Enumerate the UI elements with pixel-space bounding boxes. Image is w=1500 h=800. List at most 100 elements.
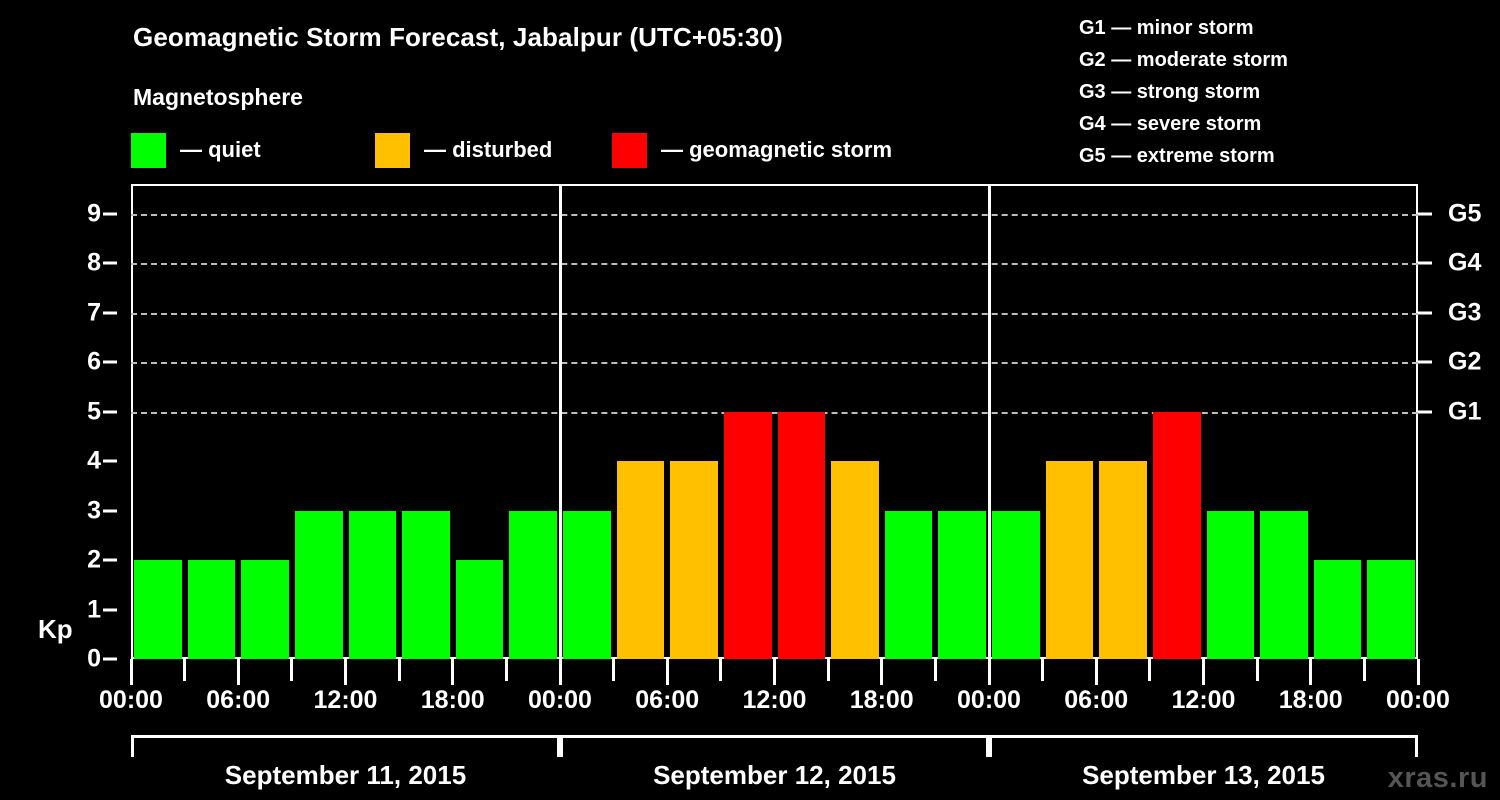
- x-tick-5: [397, 659, 401, 681]
- x-tick-23: [1362, 659, 1366, 681]
- legend-label-disturbed: — disturbed: [424, 137, 553, 162]
- g-tick-mark-g2: [1418, 360, 1432, 364]
- x-tick-3: [290, 659, 294, 681]
- legend-item-disturbed: — disturbed: [375, 131, 552, 169]
- x-tick-13: [826, 659, 830, 681]
- x-tick-0: [129, 659, 133, 685]
- watermark: xras.ru: [1387, 762, 1488, 794]
- y-tick-mark-7: [103, 311, 117, 315]
- x-label-0: 00:00: [99, 686, 163, 714]
- bar-18[interactable]: [1099, 461, 1147, 659]
- day-bracket-1: September 11, 2015: [131, 735, 560, 790]
- bar-0[interactable]: [134, 560, 182, 659]
- y-tick-label-6: 6: [87, 347, 101, 376]
- g-tick-label-g5: G5: [1448, 199, 1482, 228]
- bar-16[interactable]: [992, 510, 1040, 659]
- x-label-4: 00:00: [528, 686, 592, 714]
- legend-item-storm: — geomagnetic storm: [612, 131, 892, 169]
- x-label-10: 12:00: [1171, 686, 1236, 714]
- day-label-2: September 12, 2015: [653, 760, 896, 790]
- bar-14[interactable]: [884, 510, 933, 659]
- gridline-kp-8: [131, 263, 1418, 266]
- x-tick-1: [183, 659, 187, 681]
- x-label-9: 06:00: [1064, 686, 1129, 714]
- bar-1[interactable]: [187, 560, 236, 659]
- g-scale-row-g5: G5 — extreme storm: [1079, 145, 1275, 167]
- bar-17[interactable]: [1045, 461, 1094, 659]
- x-tick-2: [236, 659, 240, 685]
- red-swatch-icon: [612, 132, 647, 168]
- x-tick-22: [1309, 659, 1313, 685]
- gridline-kp-7: [131, 312, 1418, 315]
- x-tick-19: [1148, 659, 1152, 681]
- x-tick-10: [665, 659, 669, 685]
- y-tick-mark-6: [103, 360, 117, 364]
- g-tick-label-g2: G2: [1448, 347, 1482, 376]
- x-tick-11: [719, 659, 723, 681]
- g-scale-row-g3: G3 — strong storm: [1079, 81, 1261, 103]
- x-tick-15: [933, 659, 937, 681]
- bar-8[interactable]: [563, 510, 611, 659]
- x-tick-8: [558, 659, 562, 685]
- g-tick-label-g1: G1: [1448, 397, 1482, 426]
- day-label-1: September 11, 2015: [224, 760, 467, 790]
- legend-label-storm: — geomagnetic storm: [661, 137, 893, 162]
- bar-13[interactable]: [831, 461, 879, 659]
- g-tick-label-g3: G3: [1448, 298, 1482, 327]
- gridline-kp-9: [131, 213, 1418, 216]
- y-tick-label-0: 0: [87, 644, 101, 673]
- y-tick-label-5: 5: [87, 397, 101, 426]
- g-scale-row-g2: G2 — moderate storm: [1079, 49, 1288, 71]
- y-tick-label-3: 3: [87, 496, 101, 525]
- x-tick-12: [773, 659, 776, 685]
- x-label-2: 12:00: [313, 686, 378, 714]
- g-tick-mark-g5: [1418, 212, 1432, 216]
- y-tick-label-9: 9: [87, 199, 101, 228]
- day-label-3: September 13, 2015: [1082, 760, 1325, 790]
- x-label-8: 00:00: [957, 686, 1021, 714]
- day-bracket-3: September 13, 2015: [989, 735, 1418, 790]
- g-tick-mark-g3: [1418, 311, 1432, 315]
- y-tick-mark-0: [103, 657, 117, 661]
- y-tick-mark-4: [103, 459, 117, 463]
- y-tick-label-4: 4: [87, 446, 101, 475]
- bar-5[interactable]: [402, 510, 450, 659]
- y-tick-label-8: 8: [87, 248, 101, 277]
- y-tick-mark-9: [103, 212, 117, 216]
- bar-3[interactable]: [294, 510, 343, 659]
- x-label-7: 18:00: [849, 686, 914, 714]
- bar-15[interactable]: [938, 510, 986, 659]
- g-tick-label-g4: G4: [1448, 248, 1482, 277]
- bar-7[interactable]: [509, 510, 557, 659]
- x-label-11: 18:00: [1278, 686, 1343, 714]
- bar-4[interactable]: [348, 510, 397, 659]
- gridline-kp-6: [131, 362, 1418, 365]
- bar-21[interactable]: [1260, 510, 1308, 659]
- bar-22[interactable]: [1313, 560, 1362, 659]
- g-tick-mark-g1: [1418, 410, 1432, 414]
- y-tick-label-2: 2: [87, 545, 101, 574]
- bar-12[interactable]: [777, 411, 826, 659]
- y-tick-mark-1: [103, 608, 117, 612]
- bar-10[interactable]: [670, 461, 718, 659]
- bar-19[interactable]: [1152, 411, 1201, 659]
- x-tick-9: [612, 659, 616, 681]
- bar-11[interactable]: [723, 411, 772, 659]
- plot-area: [131, 184, 1418, 659]
- x-tick-4: [344, 659, 347, 685]
- bar-23[interactable]: [1367, 560, 1415, 659]
- x-tick-7: [504, 659, 508, 681]
- y-tick-mark-3: [103, 509, 117, 513]
- y-axis-title: Kp: [38, 614, 73, 644]
- legend-item-quiet: — quiet: [131, 131, 261, 169]
- bar-6[interactable]: [455, 560, 504, 659]
- bar-series: [131, 184, 1418, 659]
- bar-2[interactable]: [241, 560, 289, 659]
- bar-20[interactable]: [1206, 510, 1255, 659]
- day-separator-1: [558, 184, 562, 659]
- legend-label-quiet: — quiet: [180, 137, 261, 162]
- bar-9[interactable]: [616, 461, 665, 659]
- x-tick-6: [451, 659, 455, 685]
- x-tick-21: [1255, 659, 1259, 681]
